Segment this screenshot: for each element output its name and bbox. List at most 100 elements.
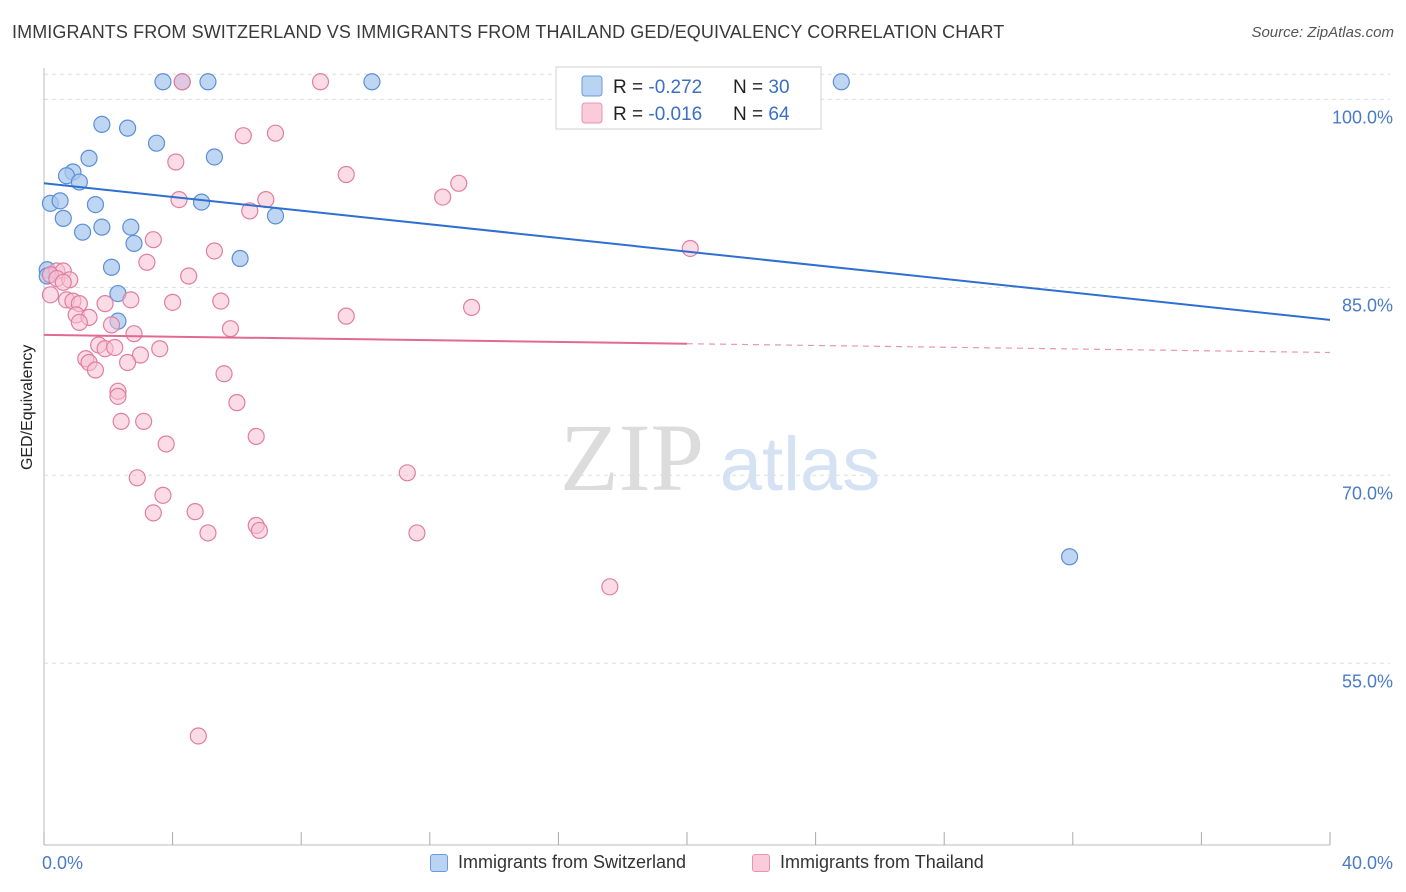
point-thailand-64 (601, 578, 619, 596)
point-thailand-13 (205, 242, 223, 260)
point-switzerland-23 (125, 234, 143, 253)
point-thailand-28 (164, 293, 182, 311)
watermark: ZIP atlas (560, 404, 880, 511)
x-tick-label-right: 40.0% (1342, 853, 1393, 873)
y-tick-label-0: 100.0% (1332, 107, 1393, 127)
point-thailand-7 (170, 190, 188, 209)
svg-text:N = 64: N = 64 (733, 104, 790, 125)
point-thailand-53 (247, 427, 265, 446)
point-thailand-29 (212, 292, 230, 310)
watermark-zip: ZIP (560, 404, 704, 511)
point-thailand-57 (154, 486, 172, 504)
point-thailand-30 (462, 298, 481, 316)
point-switzerland-22 (266, 207, 285, 225)
axes (43, 68, 1331, 846)
legend-r-label-2: R = (613, 104, 648, 125)
legend-n-label-2: N = (733, 104, 768, 125)
bottom-legend-swatch-switzerland (430, 853, 448, 872)
bottom-legend-swatch-thailand (752, 853, 770, 872)
point-thailand-5 (337, 165, 355, 184)
legend-swatch-thailand (581, 102, 603, 124)
point-thailand-21 (180, 267, 198, 285)
point-switzerland-25 (102, 258, 121, 276)
chart-title: IMMIGRANTS FROM SWITZERLAND VS IMMIGRANT… (12, 22, 1005, 42)
point-thailand-51 (112, 412, 130, 431)
point-thailand-4 (167, 153, 185, 171)
point-switzerland-20 (93, 218, 111, 236)
point-switzerland-18 (54, 209, 72, 227)
point-switzerland-30 (1060, 548, 1079, 566)
point-thailand-41 (151, 340, 169, 358)
point-thailand-6 (450, 174, 468, 192)
source-label: Source: ZipAtlas.com (1251, 24, 1394, 41)
point-switzerland-21 (122, 218, 140, 236)
grid-lines (44, 73, 1390, 664)
point-thailand-54 (157, 435, 175, 453)
point-thailand-40 (106, 338, 124, 357)
bottom-legend-label-switzerland: Immigrants from Switzerland (458, 852, 687, 872)
y-tick-labels: 100.0% 85.0% 70.0% 55.0% (1332, 107, 1393, 691)
point-thailand-35 (221, 320, 240, 338)
point-thailand-49 (109, 387, 127, 405)
point-thailand-0 (173, 73, 191, 91)
legend-n-label-1: N = (733, 77, 768, 98)
legend-r-value-2: -0.016 (648, 104, 702, 125)
y-tick-label-1: 85.0% (1342, 295, 1393, 315)
legend-n-value-1: 30 (768, 77, 789, 98)
point-switzerland-24 (231, 249, 249, 268)
point-thailand-27 (122, 291, 140, 309)
y-tick-label-2: 70.0% (1342, 483, 1393, 503)
point-switzerland-16 (86, 196, 105, 214)
point-switzerland-5 (832, 73, 850, 91)
bottom-legend: Immigrants from Switzerland Immigrants f… (0, 852, 1406, 880)
point-switzerland-15 (51, 192, 69, 210)
point-thailand-9 (434, 188, 452, 206)
point-thailand-26 (96, 295, 114, 313)
watermark-atlas: atlas (720, 422, 881, 507)
point-thailand-12 (681, 239, 699, 258)
point-thailand-65 (189, 727, 207, 745)
point-thailand-34 (102, 316, 121, 334)
point-thailand-58 (144, 504, 162, 522)
x-tick-label-left: 0.0% (42, 853, 83, 873)
point-thailand-62 (199, 524, 217, 542)
point-thailand-22 (41, 286, 60, 304)
point-thailand-50 (228, 394, 246, 412)
legend-r-label-1: R = (613, 77, 648, 98)
point-switzerland-3 (363, 73, 381, 91)
point-thailand-52 (135, 412, 153, 431)
point-thailand-42 (131, 346, 150, 364)
point-thailand-10 (241, 202, 259, 220)
point-thailand-59 (186, 503, 204, 521)
y-tick-label-3: 55.0% (1342, 671, 1393, 691)
point-switzerland-17 (192, 193, 211, 211)
series-thailand-points (41, 73, 699, 745)
point-thailand-47 (215, 365, 233, 383)
point-switzerland-10 (205, 148, 223, 166)
point-thailand-2 (234, 127, 252, 145)
point-thailand-46 (86, 361, 105, 379)
svg-text:R = -0.016: R = -0.016 (613, 104, 702, 125)
svg-text:R = -0.272: R = -0.272 (613, 77, 702, 98)
point-thailand-11 (144, 231, 162, 249)
point-switzerland-8 (147, 134, 166, 152)
point-thailand-36 (337, 307, 355, 325)
bottom-legend-switzerland: Immigrants from Switzerland (430, 852, 686, 873)
point-thailand-61 (250, 521, 269, 540)
point-thailand-37 (125, 325, 143, 343)
point-switzerland-7 (118, 119, 137, 137)
point-thailand-1 (311, 73, 330, 91)
svg-text:N = 30: N = 30 (733, 77, 790, 98)
bottom-legend-label-thailand: Immigrants from Thailand (780, 852, 984, 872)
legend-r-value-1: -0.272 (648, 77, 702, 98)
legend-box: R = -0.272 N = 30 R = -0.016 N = 64 (555, 66, 822, 130)
trendline-switzerland (43, 182, 1331, 321)
series-switzerland-points (38, 73, 1079, 566)
legend-swatch-switzerland (581, 75, 603, 97)
point-thailand-14 (138, 253, 156, 271)
trend-lines (43, 182, 1331, 354)
point-thailand-3 (266, 124, 285, 142)
point-thailand-8 (257, 190, 275, 209)
trendline-thailand (43, 333, 688, 345)
